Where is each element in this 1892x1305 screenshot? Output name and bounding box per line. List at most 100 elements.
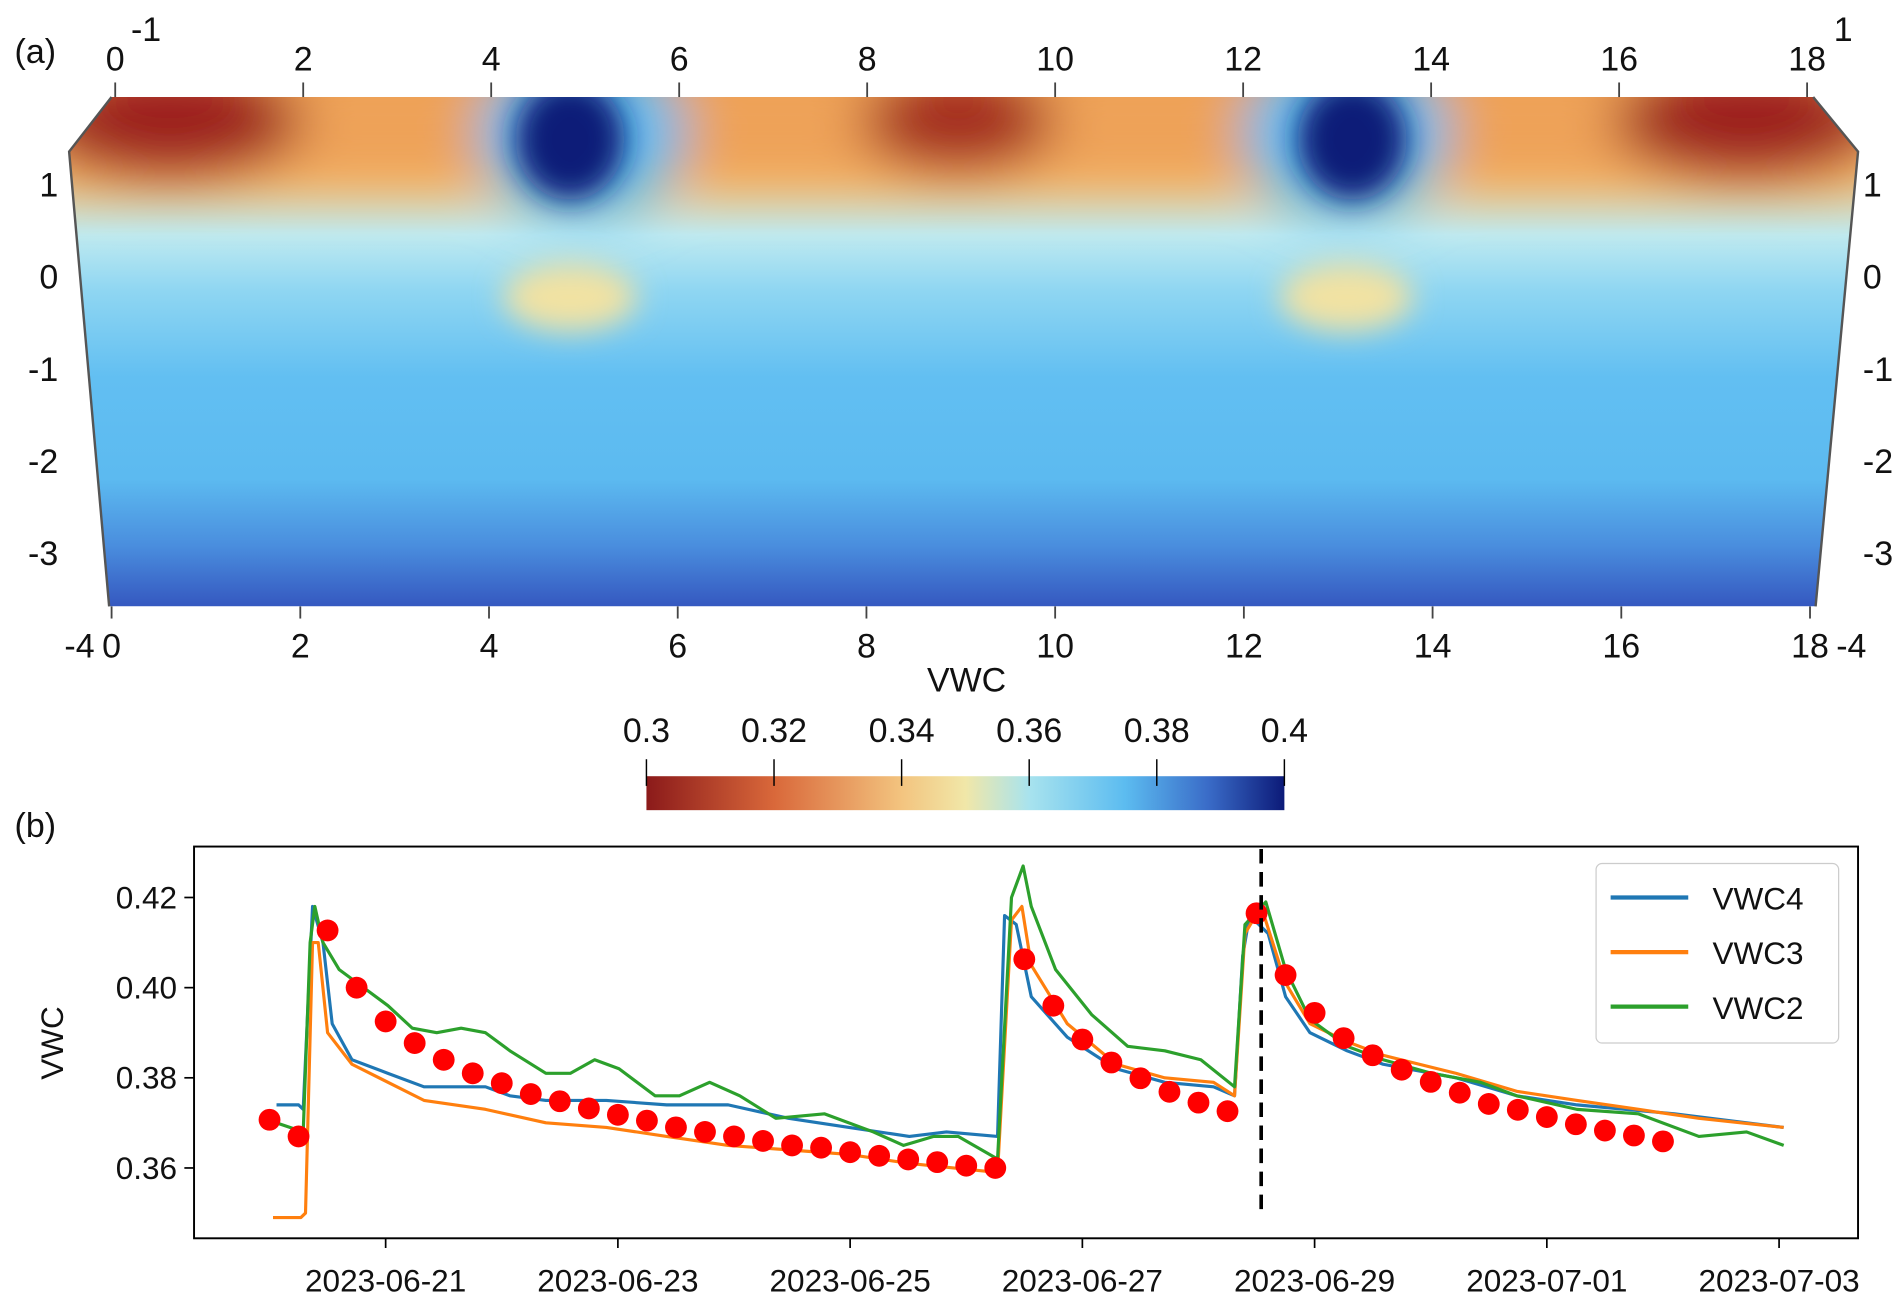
bottom-tick-label: 2: [291, 627, 310, 665]
colorbar-tick-label: 0.36: [996, 712, 1062, 750]
right-tick-label: -2: [1863, 443, 1892, 481]
observed-point: [606, 1103, 629, 1126]
series-line-vwc2: [276, 864, 1785, 1161]
observed-point: [403, 1032, 426, 1055]
observed-point: [955, 1154, 978, 1177]
legend: VWC4 VWC3 VWC2: [1595, 862, 1840, 1044]
legend-label: VWC4: [1713, 881, 1804, 917]
observed-point: [548, 1090, 571, 1113]
x-tick-label: 2023-07-01: [1466, 1263, 1627, 1299]
observed-point: [577, 1097, 600, 1120]
left-tick-label: 0: [39, 259, 58, 297]
top-tick-label: 0: [106, 40, 125, 78]
observed-point: [1390, 1058, 1413, 1081]
observed-point: [316, 919, 339, 942]
left-tick-label: -1: [28, 351, 58, 389]
bottom-tick-label: 6: [668, 627, 687, 665]
observed-point: [984, 1157, 1007, 1179]
x-tick-label: 2023-07-03: [1698, 1263, 1859, 1299]
observed-point: [1506, 1098, 1529, 1121]
colorbar-tick-label: 0.34: [869, 712, 935, 750]
x-tick-label: 2023-06-27: [1002, 1263, 1163, 1299]
right-tick-label: 0: [1863, 259, 1882, 297]
observed-point: [897, 1148, 920, 1171]
right-tick-label: -1: [1863, 351, 1892, 389]
bottom-tick-label: 18: [1791, 627, 1829, 665]
observed-point: [752, 1130, 774, 1152]
plot-frame: [193, 845, 1860, 1240]
left-tick-label: -3: [28, 535, 58, 573]
top-tick-label: 16: [1600, 40, 1638, 78]
bottom-tick-label: 0: [102, 627, 121, 665]
top-tick-label: 14: [1412, 40, 1450, 78]
top-tick-label: 4: [482, 40, 501, 78]
observed-point: [345, 976, 368, 999]
bottom-tick-label: 16: [1602, 627, 1640, 665]
left-axis-line: [67, 96, 113, 607]
x-tick-label: 2023-06-29: [1234, 1263, 1395, 1299]
right-axis-line: [1812, 96, 1860, 607]
bottom-tick-label: 12: [1225, 627, 1263, 665]
observed-point: [1593, 1119, 1616, 1142]
observed-point: [636, 1109, 658, 1132]
panel-label-b: (b): [15, 807, 56, 845]
colorbar-title: VWC: [927, 661, 1006, 699]
observed-point: [1332, 1027, 1355, 1050]
observed-point: [1652, 1130, 1674, 1153]
x-tick-label: 2023-06-25: [770, 1263, 931, 1299]
observed-point: [694, 1120, 716, 1143]
observed-point: [868, 1144, 891, 1167]
observed-point: [432, 1048, 455, 1071]
observed-point: [1013, 948, 1036, 971]
observed-point: [665, 1116, 687, 1139]
bottom-tick-label: 14: [1414, 627, 1452, 665]
observed-point: [461, 1062, 484, 1085]
observed-point: [1158, 1080, 1181, 1103]
observed-point: [1042, 994, 1065, 1017]
observed-point: [781, 1134, 803, 1157]
colorbar-tick-label: 0.32: [741, 712, 807, 750]
observed-point: [1187, 1091, 1210, 1114]
right-tick-label: -3: [1863, 535, 1892, 573]
x-tick-label: 2023-06-21: [305, 1263, 466, 1299]
legend-label: VWC2: [1713, 990, 1804, 1026]
y-tick-label: 0.42: [116, 879, 177, 915]
observed-point: [1361, 1044, 1384, 1067]
corner-label-top-right: 1: [1834, 11, 1853, 49]
colorbar-tick-label: 0.4: [1261, 712, 1308, 750]
observed-point: [1100, 1051, 1123, 1074]
vwc-heatmap: [69, 97, 1859, 607]
right-tick-label: 1: [1863, 166, 1882, 204]
observed-point: [374, 1010, 397, 1033]
y-tick-label: 0.40: [116, 970, 177, 1006]
colorbar: [646, 776, 1285, 811]
corner-label-bottom-left: -4: [64, 627, 94, 665]
observed-point: [1448, 1081, 1471, 1104]
observed-point: [926, 1151, 949, 1174]
observed-point: [258, 1108, 281, 1131]
left-tick-label: -2: [28, 443, 58, 481]
bottom-tick-label: 10: [1036, 627, 1074, 665]
observed-point: [839, 1141, 862, 1164]
top-tick-label: 18: [1788, 40, 1826, 78]
observed-point: [1419, 1070, 1442, 1093]
observed-point: [723, 1125, 745, 1148]
x-tick-label: 2023-06-23: [537, 1263, 698, 1299]
bottom-tick-label: 8: [857, 627, 876, 665]
observed-point: [1564, 1113, 1587, 1136]
left-tick-label: 1: [39, 166, 58, 204]
top-tick-label: 12: [1224, 40, 1262, 78]
top-tick-label: 10: [1036, 40, 1074, 78]
observed-point: [287, 1125, 310, 1148]
observed-point: [1535, 1106, 1558, 1128]
observed-point: [1623, 1124, 1645, 1147]
y-tick-label: 0.38: [116, 1060, 177, 1096]
y-tick-label: 0.36: [116, 1150, 177, 1186]
observed-point: [490, 1072, 513, 1095]
colorbar-tick-label: 0.3: [623, 712, 670, 750]
panel-label-a: (a): [15, 33, 56, 71]
observed-point: [1129, 1067, 1152, 1090]
observed-point: [1216, 1100, 1239, 1123]
legend-box: [1595, 862, 1840, 1044]
